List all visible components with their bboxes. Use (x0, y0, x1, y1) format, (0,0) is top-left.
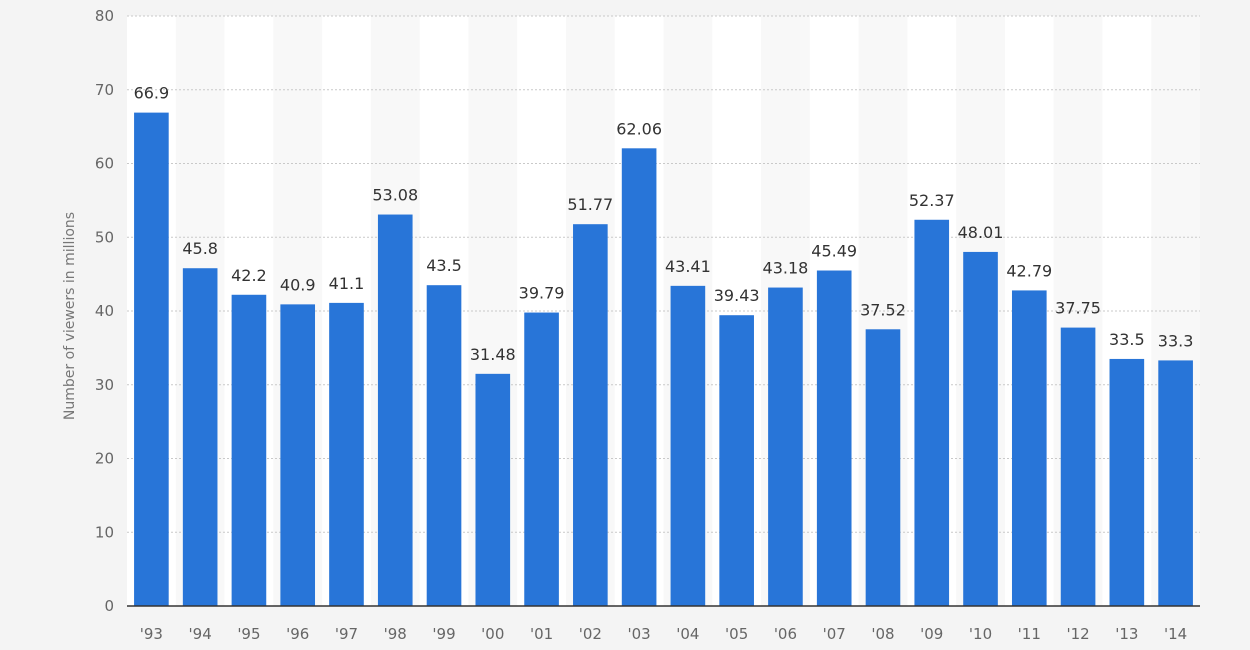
bar (1158, 360, 1193, 606)
data-label: 43.18 (763, 259, 809, 278)
bar (231, 294, 267, 606)
x-tick-label: '10 (969, 625, 992, 643)
x-tick-label: '04 (676, 625, 699, 643)
data-label: 53.08 (372, 186, 418, 205)
data-label: 42.2 (231, 266, 267, 285)
x-tick-label: '08 (871, 625, 894, 643)
data-label: 40.9 (280, 275, 316, 294)
data-labels: 66.9 45.8 42.2 40.9 41.1 53.08 43.5 31.48 39.79 5… (134, 84, 1194, 364)
x-axis-tick-labels: '93 '94 '95 '96 '97 '98 '99 '00 '01 '02 '03 '04 '05 '… (140, 625, 1187, 643)
x-tick-label: '95 (237, 625, 260, 643)
bar (573, 224, 608, 607)
y-tick-label: 60 (95, 155, 114, 173)
gridlines (127, 15, 1200, 533)
y-tick-label: 0 (104, 597, 114, 615)
x-tick-label: '14 (1164, 625, 1187, 643)
bar (524, 312, 559, 606)
y-tick-label: 40 (95, 302, 114, 320)
bar (670, 285, 706, 606)
x-tick-label: '05 (725, 625, 748, 643)
data-label: 42.79 (1006, 261, 1052, 280)
bar (963, 251, 998, 606)
bar (377, 214, 413, 606)
x-tick-label: '13 (1115, 625, 1138, 643)
data-label: 62.06 (616, 119, 662, 138)
data-label: 37.75 (1055, 299, 1101, 318)
bar (182, 268, 218, 606)
x-tick-label: '00 (481, 625, 504, 643)
x-tick-label: '99 (432, 625, 455, 643)
data-label: 48.01 (958, 223, 1004, 242)
x-tick-label: '12 (1066, 625, 1089, 643)
bar (719, 315, 754, 606)
x-tick-label: '94 (189, 625, 212, 643)
bar (621, 148, 657, 606)
y-axis-tick-labels: 0 10 20 30 40 50 60 70 80 (95, 7, 114, 615)
data-label: 45.8 (182, 239, 218, 258)
x-tick-label: '03 (628, 625, 651, 643)
bar (475, 373, 511, 606)
bar (134, 112, 169, 607)
x-tick-label: '01 (530, 625, 553, 643)
data-label: 33.3 (1158, 331, 1194, 350)
bar (426, 285, 462, 606)
x-tick-label: '06 (774, 625, 797, 643)
y-axis-title: Number of viewers in millions (62, 212, 78, 420)
x-tick-label: '09 (920, 625, 943, 643)
data-label: 37.52 (860, 300, 906, 319)
bar (914, 219, 950, 607)
x-tick-label: '11 (1018, 625, 1041, 643)
data-label: 33.5 (1109, 330, 1145, 349)
bar (329, 302, 364, 606)
x-tick-label: '98 (384, 625, 407, 643)
x-tick-label: '93 (140, 625, 163, 643)
y-tick-label: 20 (95, 450, 114, 468)
data-label: 39.79 (519, 284, 565, 303)
data-label: 45.49 (811, 242, 857, 261)
bar (1011, 290, 1047, 606)
x-tick-label: '96 (286, 625, 309, 643)
data-label: 31.48 (470, 345, 516, 364)
y-tick-label: 50 (95, 228, 114, 246)
data-label: 39.43 (714, 286, 760, 305)
y-tick-label: 70 (95, 81, 114, 99)
bar (1109, 358, 1145, 606)
y-tick-label: 10 (95, 523, 114, 541)
data-label: 51.77 (567, 195, 613, 214)
bar (768, 287, 803, 606)
y-tick-label: 80 (95, 7, 114, 25)
data-label: 41.1 (329, 274, 365, 293)
y-tick-label: 30 (95, 376, 114, 394)
bar (865, 329, 901, 606)
bar-series (134, 112, 1193, 607)
data-label: 43.41 (665, 257, 711, 276)
data-label: 66.9 (134, 84, 170, 103)
bar (1060, 327, 1096, 606)
x-tick-label: '07 (823, 625, 846, 643)
data-label: 43.5 (426, 256, 462, 275)
x-tick-label: '97 (335, 625, 358, 643)
x-tick-label: '02 (579, 625, 602, 643)
bar (816, 270, 852, 606)
bar (280, 304, 316, 606)
data-label: 52.37 (909, 191, 955, 210)
